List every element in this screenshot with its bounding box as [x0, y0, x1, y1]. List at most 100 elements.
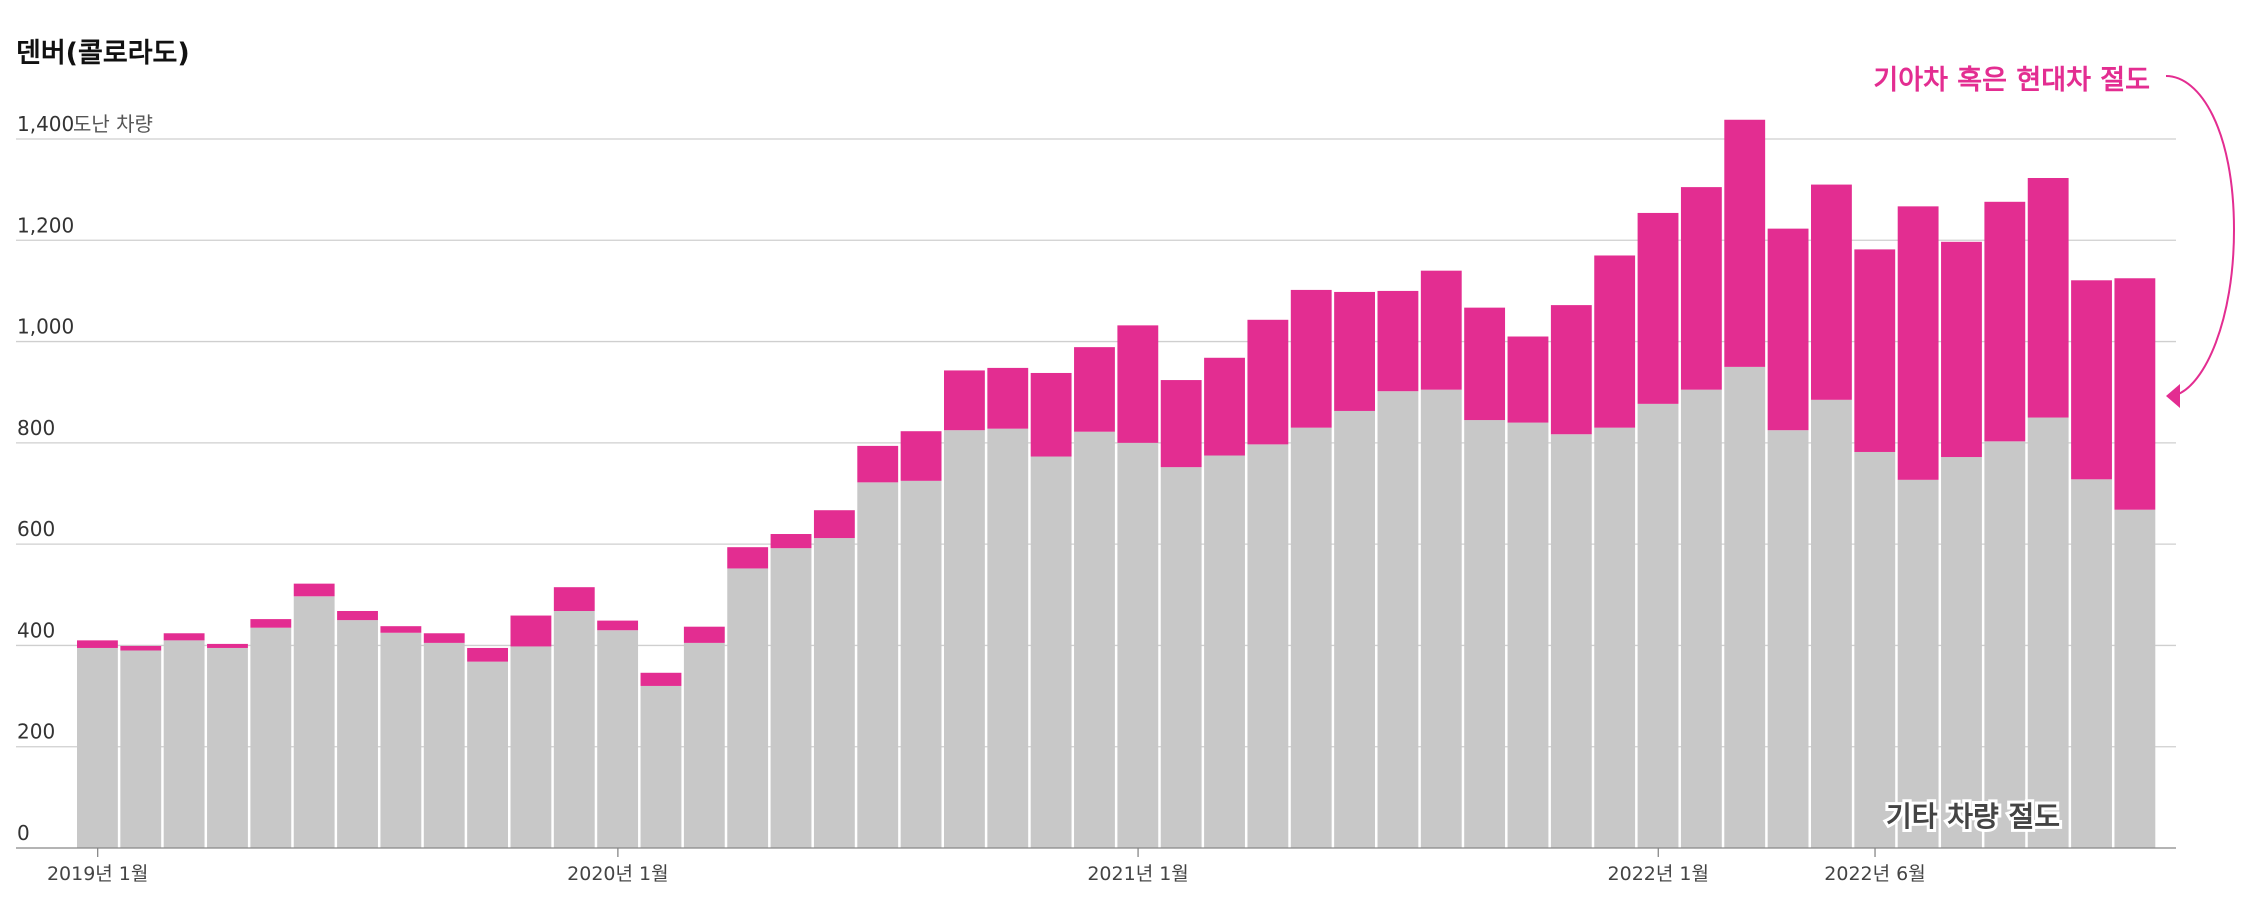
bar-other-2019-03 — [163, 640, 205, 848]
bar-kia-hyundai-2022-07 — [1897, 206, 1939, 480]
y-tick-label-1400: 1,400 — [17, 112, 74, 136]
y-tick-label-0: 0 — [17, 821, 30, 845]
bar-kia-hyundai-2020-07 — [857, 445, 899, 483]
x-tick-label-0: 2019년 1월 — [47, 863, 148, 885]
bar-other-2019-06 — [293, 596, 335, 848]
bar-kia-hyundai-2021-11 — [1550, 305, 1592, 435]
bar-kia-hyundai-2021-08 — [1420, 270, 1462, 390]
bar-other-2022-11 — [2071, 479, 2112, 848]
bar-kia-hyundai-2019-08 — [380, 626, 422, 633]
bar-kia-hyundai-2020-04 — [727, 547, 769, 569]
bar-kia-hyundai-2020-01 — [597, 620, 639, 631]
bar-other-2019-02 — [120, 650, 162, 848]
other-theft-series-label: 기타 차량 절도 — [1886, 800, 2060, 833]
chart-title: 덴버(콜로라도) — [16, 38, 190, 69]
bar-other-2020-08 — [900, 480, 942, 848]
bar-other-2019-05 — [250, 627, 292, 848]
bar-other-2020-05 — [770, 548, 812, 848]
bar-other-2019-08 — [380, 632, 422, 848]
bar-kia-hyundai-2021-10 — [1507, 336, 1549, 423]
bar-other-2020-07 — [857, 482, 899, 848]
y-tick-label-1000: 1,000 — [17, 315, 74, 339]
bar-other-2021-04 — [1247, 444, 1289, 848]
bar-other-2020-01 — [597, 630, 639, 848]
bar-kia-hyundai-2020-12 — [1074, 347, 1115, 432]
bar-kia-hyundai-2019-12 — [553, 587, 595, 611]
bar-other-2021-02 — [1160, 467, 1202, 848]
x-tick-label-36: 2022년 1월 — [1608, 863, 1709, 885]
bar-other-2021-09 — [1464, 420, 1506, 848]
x-tick-label-12: 2020년 1월 — [567, 863, 668, 885]
bar-kia-hyundai-2020-06 — [813, 510, 855, 539]
bar-other-2020-10 — [987, 428, 1029, 848]
bar-kia-hyundai-2019-01 — [77, 640, 118, 648]
bar-other-2020-02 — [640, 685, 682, 848]
y-axis-unit-label: 도난 차량 — [73, 112, 153, 136]
bar-kia-hyundai-2019-11 — [510, 615, 552, 647]
y-tick-label-1200: 1,200 — [17, 213, 74, 237]
bar-other-2022-06 — [1854, 451, 1896, 848]
bar-kia-hyundai-2019-02 — [120, 645, 162, 651]
y-tick-label-200: 200 — [17, 720, 55, 744]
bar-kia-hyundai-2020-05 — [770, 534, 812, 549]
bar-kia-hyundai-2022-03 — [1724, 119, 1766, 367]
bar-kia-hyundai-2019-07 — [337, 610, 378, 621]
bar-kia-hyundai-2022-11 — [2071, 280, 2112, 480]
bar-kia-hyundai-2019-06 — [293, 583, 335, 597]
bar-other-2021-10 — [1507, 422, 1549, 848]
bar-kia-hyundai-2019-04 — [207, 643, 248, 648]
bar-other-2019-11 — [510, 646, 552, 848]
bar-kia-hyundai-2020-09 — [944, 370, 985, 431]
bar-kia-hyundai-2020-03 — [683, 626, 725, 643]
bar-kia-hyundai-2021-09 — [1464, 307, 1506, 421]
bar-other-2019-01 — [77, 647, 118, 848]
bar-other-2021-05 — [1290, 427, 1332, 848]
bar-other-2022-10 — [2027, 417, 2069, 848]
bar-kia-hyundai-2022-01 — [1637, 212, 1679, 404]
annotation-arrow-curve — [2165, 75, 2236, 396]
bar-kia-hyundai-2020-10 — [987, 367, 1029, 429]
bar-kia-hyundai-2022-02 — [1680, 187, 1722, 390]
bar-kia-hyundai-2022-05 — [1811, 184, 1852, 400]
x-tick-label-41: 2022년 6월 — [1824, 863, 1925, 885]
bar-other-2019-04 — [207, 647, 248, 848]
bar-other-2022-12 — [2114, 509, 2156, 848]
y-tick-label-400: 400 — [17, 618, 55, 642]
bar-kia-hyundai-2020-11 — [1030, 372, 1072, 457]
bar-kia-hyundai-2022-12 — [2114, 278, 2156, 510]
bar-kia-hyundai-2021-07 — [1377, 290, 1419, 392]
annotation-arrowhead — [2166, 384, 2180, 408]
bar-other-2020-09 — [944, 430, 985, 848]
bar-kia-hyundai-2022-09 — [1984, 201, 2026, 442]
bar-kia-hyundai-2022-08 — [1941, 241, 1982, 458]
y-tick-label-800: 800 — [17, 416, 55, 440]
bar-kia-hyundai-2022-10 — [2027, 177, 2069, 418]
bar-other-2020-12 — [1074, 431, 1115, 848]
bar-other-2019-07 — [337, 620, 378, 848]
bar-kia-hyundai-2021-01 — [1117, 325, 1159, 443]
bar-other-2021-12 — [1594, 427, 1636, 848]
bar-other-2020-04 — [727, 568, 769, 848]
bars — [77, 119, 2156, 848]
bar-other-2022-05 — [1811, 399, 1852, 848]
bar-other-2022-01 — [1637, 403, 1679, 848]
bar-kia-hyundai-2020-08 — [900, 431, 942, 481]
bar-other-2021-11 — [1550, 434, 1592, 848]
bar-other-2022-03 — [1724, 366, 1766, 848]
bar-other-2021-06 — [1334, 410, 1375, 848]
x-axis-ticks: 2019년 1월 2020년 1월 2021년 1월 2022년 1월 2022년 6월 — [47, 848, 1926, 885]
bar-kia-hyundai-2019-10 — [467, 647, 508, 662]
bar-other-2022-08 — [1941, 457, 1982, 848]
bar-other-2022-09 — [1984, 441, 2026, 848]
bar-kia-hyundai-2021-02 — [1160, 380, 1202, 468]
bar-other-2020-11 — [1030, 456, 1072, 848]
bar-other-2020-06 — [813, 538, 855, 848]
bar-kia-hyundai-2020-02 — [640, 672, 682, 686]
bar-other-2021-08 — [1420, 389, 1462, 848]
bar-kia-hyundai-2021-12 — [1594, 255, 1636, 428]
y-tick-label-600: 600 — [17, 517, 55, 541]
y-axis-tick-labels: 0 200 400 600 800 1,000 1,200 1,400 — [17, 112, 74, 845]
bar-kia-hyundai-2021-05 — [1290, 289, 1332, 428]
bar-other-2022-07 — [1897, 479, 1939, 848]
